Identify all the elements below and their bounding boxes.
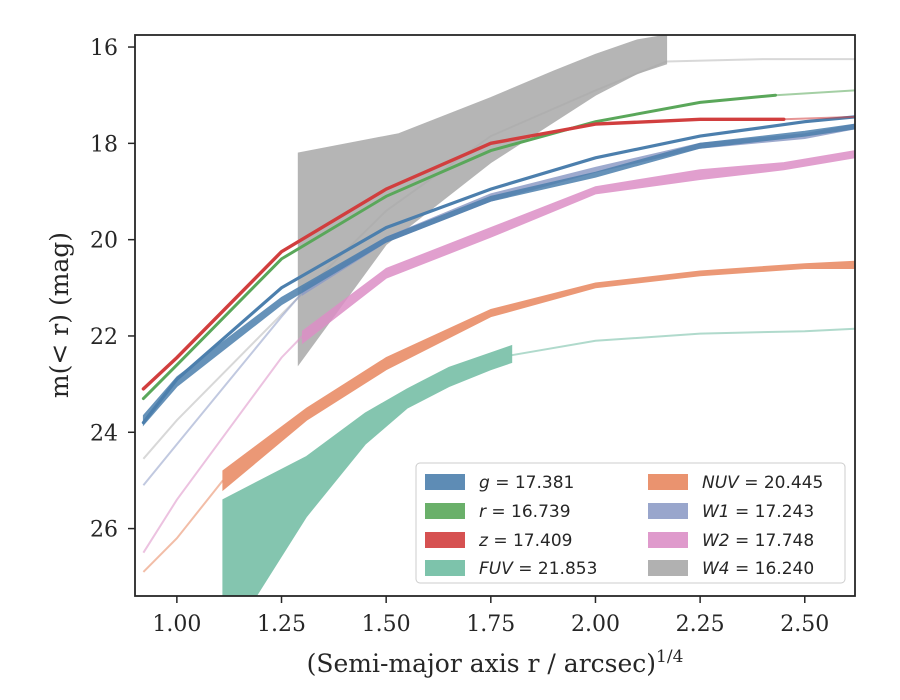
series-r (141, 89, 855, 401)
series-nuv-band (222, 260, 855, 492)
x-tick-label: 1.75 (466, 612, 515, 637)
series-w2-band (301, 150, 855, 345)
y-tick-label: 20 (90, 229, 118, 254)
legend-value: = 16.240 (730, 559, 815, 579)
legend-value: = 17.409 (488, 531, 573, 551)
x-tick-label: 1.50 (362, 612, 411, 637)
legend-label: W2 = 17.748 (702, 531, 814, 551)
legend-label: g = 17.381 (479, 473, 574, 493)
legend-item-z: z = 17.409 (425, 531, 572, 551)
series-g (141, 115, 855, 427)
legend-label: r = 16.739 (479, 502, 571, 522)
legend-label: NUV = 20.445 (702, 473, 823, 493)
legend-symbol: W4 (702, 559, 730, 579)
legend-label: W1 = 17.243 (702, 502, 814, 522)
legend-box (415, 462, 846, 584)
y-tick-label: 22 (90, 325, 118, 350)
y-tick-label: 26 (90, 518, 118, 543)
series-r-solid-line (141, 93, 777, 401)
x-tick-label: 2.25 (676, 612, 725, 637)
series-w1 (142, 123, 855, 486)
legend-swatch (648, 532, 688, 548)
series-layer (141, 35, 855, 596)
legend-swatch (425, 532, 465, 548)
x-axis-label: (Semi-major axis r / arcsec)1/4 (307, 647, 684, 678)
series-g-band (142, 123, 855, 427)
series-w2-faint-line (142, 335, 304, 554)
legend-value: = 17.381 (490, 473, 575, 493)
axis-layer: 1.00 1.25 1.50 1.75 2.00 2.25 2.50 16 18 20 22 24 26 (90, 36, 829, 637)
legend-item-w2: W2 = 17.748 (648, 531, 814, 551)
series-w2 (142, 150, 855, 554)
legend-item-r: r = 16.739 (425, 502, 571, 522)
legend-symbol: g (479, 473, 490, 493)
legend-symbol: W2 (702, 531, 730, 551)
series-fuv (222, 327, 855, 596)
legend-value: = 17.243 (730, 502, 815, 522)
legend-symbol: r (479, 502, 487, 522)
legend-swatch (425, 560, 465, 576)
legend-label: FUV = 21.853 (479, 559, 597, 579)
legend-symbol: NUV (702, 473, 740, 493)
y-axis-label: m(< r) (mag) (45, 232, 74, 398)
series-nuv-faint-line (142, 479, 224, 573)
legend-item-w1: W1 = 17.243 (648, 502, 814, 522)
plot-frame (134, 34, 856, 597)
x-axis-label-main: (Semi-major axis r / arcsec) (307, 649, 656, 678)
series-z-solid-line (141, 117, 786, 391)
legend-symbol: FUV (479, 559, 514, 579)
legend-swatch (648, 560, 688, 576)
legend-item-fuv: FUV = 21.853 (425, 559, 597, 579)
legend-value: = 20.445 (739, 473, 824, 493)
legend-swatch (425, 503, 465, 519)
y-tick-label: 24 (90, 421, 118, 446)
legend-symbol: z (478, 531, 489, 551)
legend-label: z = 17.409 (478, 531, 572, 551)
y-tick-label: 18 (90, 132, 118, 157)
legend-item-g: g = 17.381 (425, 473, 574, 493)
legend-item-nuv: NUV = 20.445 (648, 473, 823, 493)
series-nuv (142, 260, 855, 573)
legend-value: = 17.748 (730, 531, 815, 551)
x-tick-label: 1.00 (152, 612, 201, 637)
series-fuv-band (222, 344, 513, 596)
legend-value: = 16.739 (486, 502, 571, 522)
legend-item-w4: W4 = 16.240 (648, 559, 814, 579)
x-tick-label: 2.50 (780, 612, 829, 637)
legend-swatch (425, 474, 465, 490)
series-z (141, 115, 855, 391)
series-w1-faint-line (142, 291, 304, 486)
legend-swatch (648, 474, 688, 490)
x-tick-label: 2.00 (571, 612, 620, 637)
series-fuv-faint-line (511, 327, 855, 357)
legend-label: W4 = 16.240 (702, 559, 814, 579)
legend-symbol: W1 (702, 502, 730, 522)
series-g-line (141, 115, 855, 425)
x-tick-label: 1.25 (257, 612, 306, 637)
x-axis-label-exponent: 1/4 (656, 647, 683, 667)
y-tick-label: 16 (90, 36, 118, 61)
legend-swatch (648, 503, 688, 519)
legend-value: = 21.853 (513, 559, 598, 579)
